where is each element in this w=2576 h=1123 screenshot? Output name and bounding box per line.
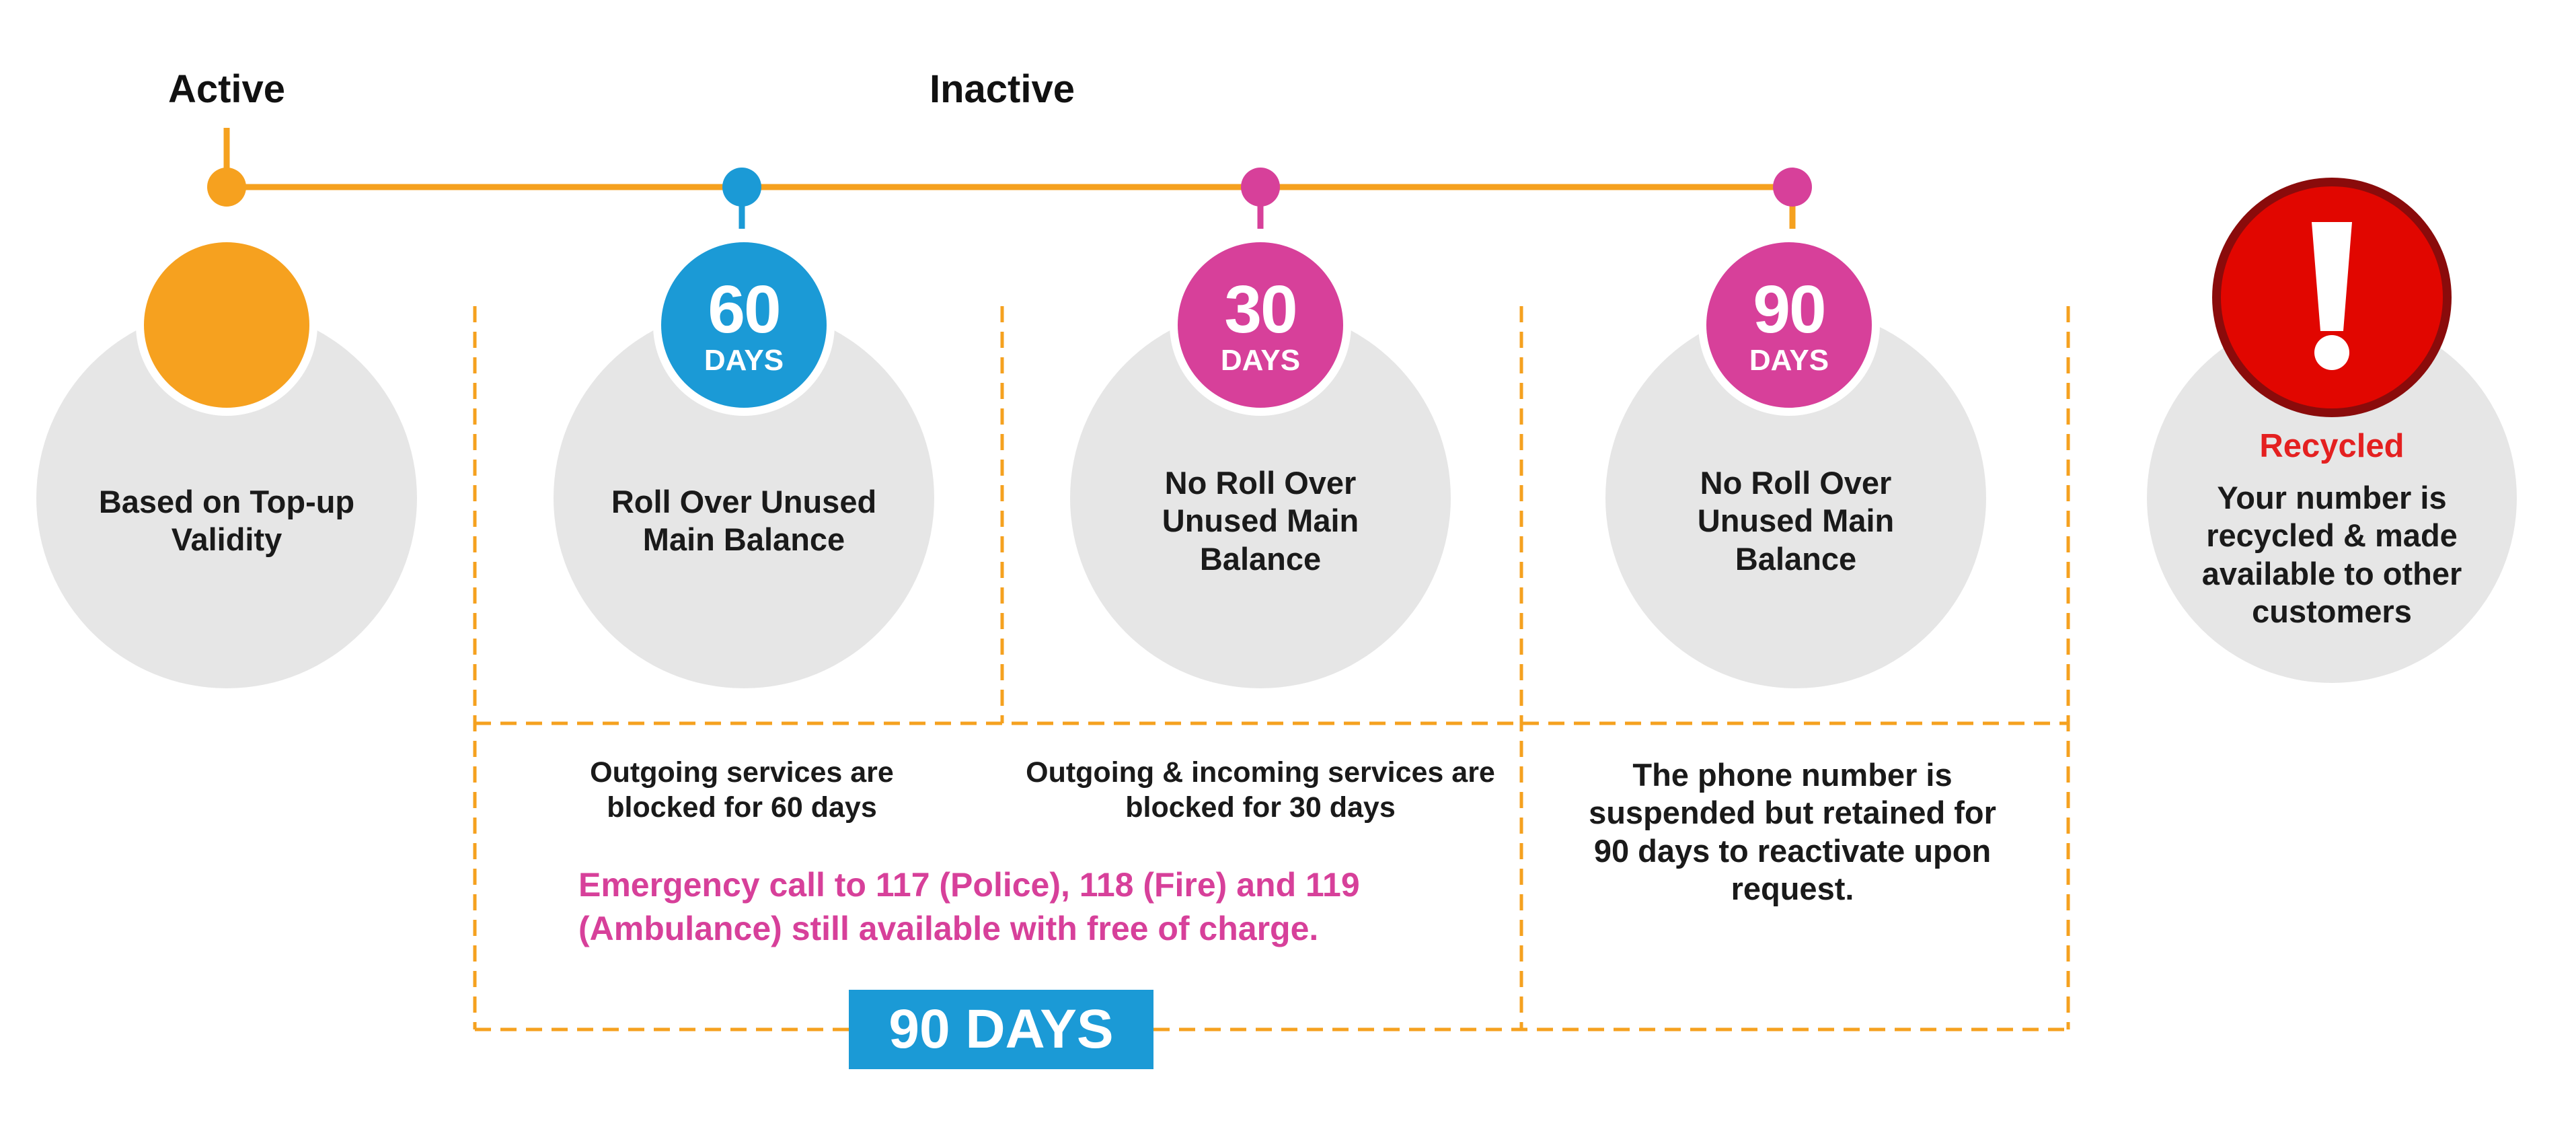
thirty-days-circle <box>1178 242 1343 408</box>
days-number: 60 <box>708 272 781 347</box>
recycled-title: Recycled <box>2259 428 2404 464</box>
ninety-days-label: 90 DAYS <box>1749 276 1829 375</box>
ninety-days-badge: 90 DAYS <box>849 990 1153 1069</box>
active-phase-label: Active <box>167 67 286 111</box>
sixty-days-circle <box>661 242 827 408</box>
stage-circle-90 <box>1605 307 1986 688</box>
note-outgoing-blocked: Outgoing services are blocked for 60 day… <box>590 756 894 824</box>
sixty-days-label: 60 DAYS <box>704 276 784 375</box>
thirty-days-label: 30 DAYS <box>1221 276 1300 375</box>
stage-circle-recycled <box>2147 313 2517 683</box>
stage-circle-30 <box>1070 307 1451 688</box>
stage-desc-30: No Roll Over Unused Main Balance <box>1162 465 1359 577</box>
ninety-days-circle <box>1706 242 1872 408</box>
emergency-note: Emergency call to 117 (Police), 118 (Fir… <box>578 866 1360 947</box>
days-unit: DAYS <box>1220 344 1301 377</box>
stage-desc-60: Roll Over Unused Main Balance <box>611 484 877 558</box>
active-circle <box>144 242 309 408</box>
note-all-blocked: Outgoing & incoming services are blocked… <box>1026 756 1495 824</box>
stage-desc-active: Based on Top-up Validity <box>98 484 355 558</box>
days-number: 30 <box>1224 272 1297 347</box>
timeline-node-30 <box>1241 168 1280 207</box>
stage-circle-60 <box>554 307 934 688</box>
days-unit: DAYS <box>704 344 784 377</box>
note-suspended: The phone number is suspended but retain… <box>1589 757 1996 907</box>
exclamation-icon <box>2212 178 2452 417</box>
timeline-node-90 <box>1773 168 1812 207</box>
stage-circle-active <box>36 307 417 688</box>
days-unit: DAYS <box>1749 344 1829 377</box>
timeline-node-active <box>207 168 246 207</box>
timeline-node-60 <box>722 168 761 207</box>
days-number: 90 <box>1753 272 1826 347</box>
inactive-phase-label: Inactive <box>930 67 1075 111</box>
stage-desc-recycled: Your number is recycled & made available… <box>2201 480 2462 630</box>
stage-desc-90: No Roll Over Unused Main Balance <box>1697 465 1895 577</box>
